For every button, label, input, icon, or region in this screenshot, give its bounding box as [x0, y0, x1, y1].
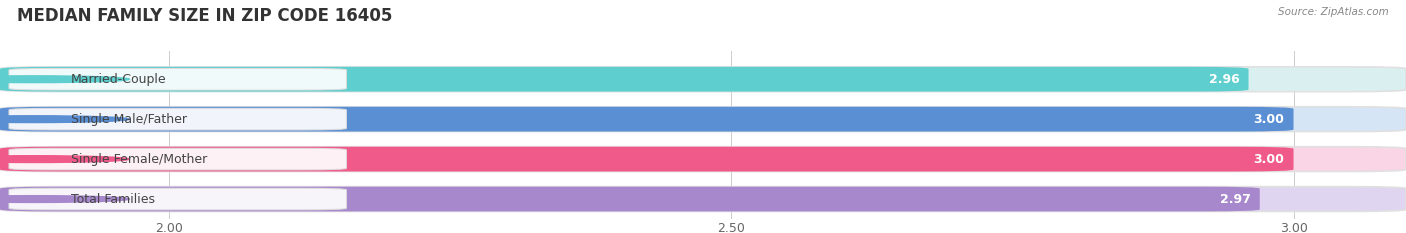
Text: Single Male/Father: Single Male/Father: [70, 113, 187, 126]
FancyBboxPatch shape: [8, 148, 346, 170]
FancyBboxPatch shape: [0, 187, 1260, 211]
Text: Source: ZipAtlas.com: Source: ZipAtlas.com: [1278, 7, 1389, 17]
Text: 3.00: 3.00: [1254, 113, 1285, 126]
FancyBboxPatch shape: [0, 147, 1406, 171]
Circle shape: [0, 116, 129, 123]
Circle shape: [0, 196, 129, 202]
FancyBboxPatch shape: [0, 147, 1294, 171]
FancyBboxPatch shape: [0, 107, 1406, 132]
FancyBboxPatch shape: [0, 187, 1406, 211]
FancyBboxPatch shape: [8, 69, 346, 90]
Text: Married-Couple: Married-Couple: [70, 73, 166, 86]
FancyBboxPatch shape: [8, 108, 346, 130]
Text: Single Female/Mother: Single Female/Mother: [70, 153, 207, 166]
FancyBboxPatch shape: [0, 67, 1406, 92]
Text: 2.97: 2.97: [1220, 192, 1251, 206]
FancyBboxPatch shape: [0, 107, 1294, 132]
Text: Total Families: Total Families: [70, 192, 155, 206]
Text: 3.00: 3.00: [1254, 153, 1285, 166]
FancyBboxPatch shape: [8, 188, 346, 210]
Text: 2.96: 2.96: [1209, 73, 1240, 86]
Text: MEDIAN FAMILY SIZE IN ZIP CODE 16405: MEDIAN FAMILY SIZE IN ZIP CODE 16405: [17, 7, 392, 25]
Circle shape: [0, 76, 129, 83]
Circle shape: [0, 156, 129, 162]
FancyBboxPatch shape: [0, 67, 1249, 92]
